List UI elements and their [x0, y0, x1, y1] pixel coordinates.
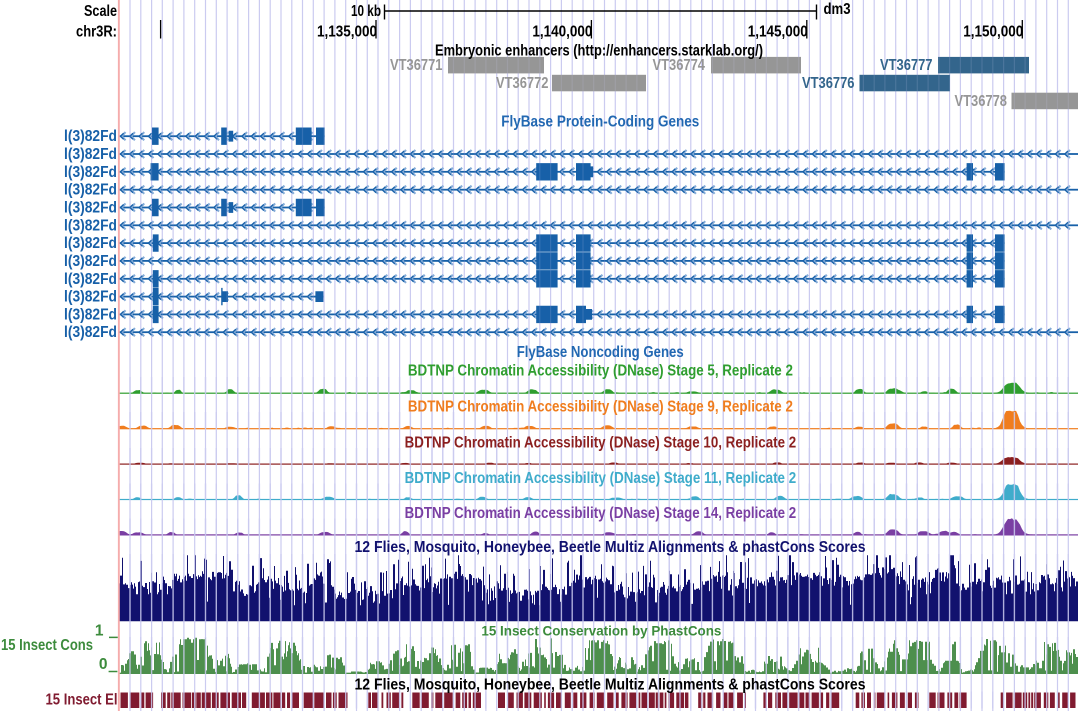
svg-text:l(3)82Fd: l(3)82Fd [64, 217, 117, 234]
svg-text:1,145,000: 1,145,000 [748, 24, 808, 41]
svg-text:0: 0 [99, 656, 108, 673]
svg-text:l(3)82Fd: l(3)82Fd [64, 128, 117, 145]
svg-text:BDTNP Chromatin Accessibility: BDTNP Chromatin Accessibility (DNase) St… [405, 434, 797, 451]
svg-text:15 Insect El: 15 Insect El [46, 692, 118, 709]
svg-text:12 Flies, Mosquito, Honeybee,: 12 Flies, Mosquito, Honeybee, Beetle Mul… [355, 539, 866, 556]
svg-text:FlyBase Noncoding Genes: FlyBase Noncoding Genes [517, 344, 684, 361]
svg-text:Embryonic enhancers (http://en: Embryonic enhancers (http://enhancers.st… [435, 43, 763, 60]
svg-text:10 kb: 10 kb [351, 3, 381, 20]
svg-text:1,135,000: 1,135,000 [317, 24, 377, 41]
svg-text:1,140,000: 1,140,000 [532, 24, 592, 41]
svg-text:1,150,000: 1,150,000 [963, 24, 1023, 41]
svg-text:l(3)82Fd: l(3)82Fd [64, 146, 117, 163]
svg-text:chr3R:: chr3R: [76, 24, 117, 41]
svg-text:BDTNP Chromatin Accessibility: BDTNP Chromatin Accessibility (DNase) St… [408, 362, 793, 379]
svg-text:FlyBase Protein-Coding Genes: FlyBase Protein-Coding Genes [501, 114, 699, 131]
svg-text:12 Flies, Mosquito, Honeybee,: 12 Flies, Mosquito, Honeybee, Beetle Mul… [355, 676, 866, 693]
svg-text:l(3)82Fd: l(3)82Fd [64, 271, 117, 288]
svg-text:15 Insect Conservation by Phas: 15 Insect Conservation by PhastCons [481, 622, 721, 638]
svg-text:BDTNP Chromatin Accessibility: BDTNP Chromatin Accessibility (DNase) St… [405, 505, 797, 522]
svg-text:15 Insect Cons: 15 Insect Cons [1, 637, 93, 654]
svg-text:VT36771: VT36771 [390, 57, 443, 74]
svg-text:l(3)82Fd: l(3)82Fd [64, 235, 117, 252]
svg-text:l(3)82Fd: l(3)82Fd [64, 182, 117, 199]
svg-text:1: 1 [95, 623, 104, 640]
svg-text:l(3)82Fd: l(3)82Fd [64, 200, 117, 217]
svg-text:VT36774: VT36774 [653, 57, 706, 74]
svg-text:BDTNP Chromatin Accessibility: BDTNP Chromatin Accessibility (DNase) St… [405, 470, 797, 487]
svg-text:l(3)82Fd: l(3)82Fd [64, 324, 117, 341]
svg-text:l(3)82Fd: l(3)82Fd [64, 164, 117, 181]
svg-text:VT36778: VT36778 [955, 93, 1008, 110]
svg-text:l(3)82Fd: l(3)82Fd [64, 253, 117, 270]
svg-text:BDTNP Chromatin Accessibility: BDTNP Chromatin Accessibility (DNase) St… [408, 398, 793, 415]
svg-text:VT36772: VT36772 [496, 75, 549, 92]
svg-text:VT36777: VT36777 [880, 57, 933, 74]
svg-text:l(3)82Fd: l(3)82Fd [64, 306, 117, 323]
svg-text:Scale: Scale [84, 3, 117, 20]
svg-text:l(3)82Fd: l(3)82Fd [64, 289, 117, 306]
svg-text:VT36776: VT36776 [802, 75, 855, 92]
svg-text:dm3: dm3 [824, 1, 851, 18]
